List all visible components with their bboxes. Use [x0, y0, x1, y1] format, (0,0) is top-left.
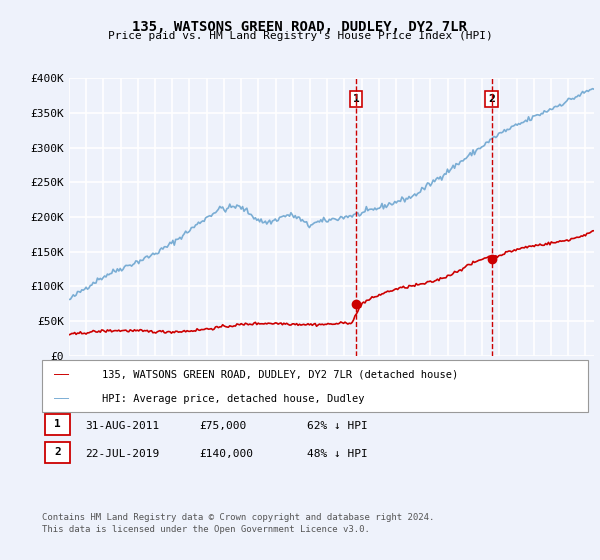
Text: Price paid vs. HM Land Registry's House Price Index (HPI): Price paid vs. HM Land Registry's House …: [107, 31, 493, 41]
Text: £140,000: £140,000: [199, 449, 253, 459]
Text: 62% ↓ HPI: 62% ↓ HPI: [307, 421, 368, 431]
Text: 48% ↓ HPI: 48% ↓ HPI: [307, 449, 368, 459]
Text: HPI: Average price, detached house, Dudley: HPI: Average price, detached house, Dudl…: [102, 394, 365, 404]
Text: ——: ——: [54, 392, 69, 405]
Text: £75,000: £75,000: [199, 421, 247, 431]
Text: 1: 1: [54, 419, 61, 430]
Text: 2: 2: [488, 94, 495, 104]
Text: 31-AUG-2011: 31-AUG-2011: [85, 421, 160, 431]
Text: 22-JUL-2019: 22-JUL-2019: [85, 449, 160, 459]
Text: 1: 1: [353, 94, 359, 104]
Text: This data is licensed under the Open Government Licence v3.0.: This data is licensed under the Open Gov…: [42, 525, 370, 534]
Text: Contains HM Land Registry data © Crown copyright and database right 2024.: Contains HM Land Registry data © Crown c…: [42, 514, 434, 522]
Text: 135, WATSONS GREEN ROAD, DUDLEY, DY2 7LR (detached house): 135, WATSONS GREEN ROAD, DUDLEY, DY2 7LR…: [102, 369, 458, 379]
Text: ——: ——: [54, 367, 69, 381]
Text: 135, WATSONS GREEN ROAD, DUDLEY, DY2 7LR: 135, WATSONS GREEN ROAD, DUDLEY, DY2 7LR: [133, 20, 467, 34]
Text: 2: 2: [54, 447, 61, 458]
